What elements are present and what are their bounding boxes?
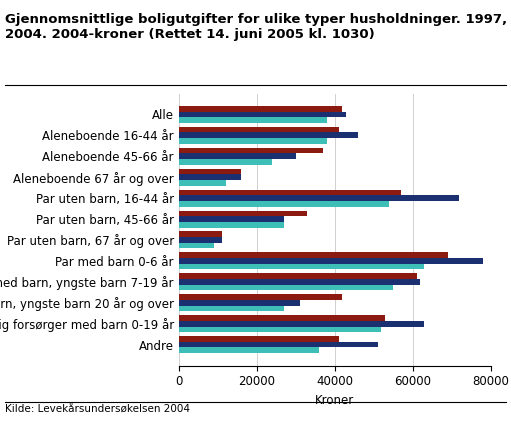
Bar xyxy=(179,159,272,165)
Bar xyxy=(179,174,241,180)
Bar xyxy=(179,273,416,279)
Bar xyxy=(179,300,299,306)
Bar xyxy=(179,133,358,138)
Bar xyxy=(179,348,319,353)
Bar xyxy=(179,258,483,264)
Bar xyxy=(179,252,448,258)
Bar xyxy=(179,195,459,201)
Bar xyxy=(179,243,214,249)
Text: Gjennomsnittlige boligutgifter for ulike typer husholdninger. 1997, 2001 og
2004: Gjennomsnittlige boligutgifter for ulike… xyxy=(5,13,511,41)
Bar xyxy=(179,232,222,237)
Bar xyxy=(179,264,424,269)
Bar xyxy=(179,169,241,174)
Bar xyxy=(179,210,308,216)
Bar xyxy=(179,106,342,111)
Bar xyxy=(179,237,222,243)
Bar xyxy=(179,285,393,290)
Bar xyxy=(179,279,421,285)
Bar xyxy=(179,153,296,159)
Bar xyxy=(179,190,401,195)
X-axis label: Kroner: Kroner xyxy=(315,394,354,407)
Bar xyxy=(179,222,284,227)
Bar xyxy=(179,148,323,153)
Bar xyxy=(179,127,339,133)
Bar xyxy=(179,336,339,342)
Bar xyxy=(179,111,346,117)
Bar xyxy=(179,326,381,332)
Bar xyxy=(179,201,389,207)
Bar xyxy=(179,342,378,348)
Bar xyxy=(179,180,226,186)
Bar xyxy=(179,117,327,123)
Bar xyxy=(179,306,284,311)
Bar xyxy=(179,315,385,321)
Bar xyxy=(179,138,327,144)
Bar xyxy=(179,321,424,326)
Text: Kilde: Levekårsundersøkelsen 2004: Kilde: Levekårsundersøkelsen 2004 xyxy=(5,404,190,414)
Bar xyxy=(179,294,342,300)
Bar xyxy=(179,216,284,222)
